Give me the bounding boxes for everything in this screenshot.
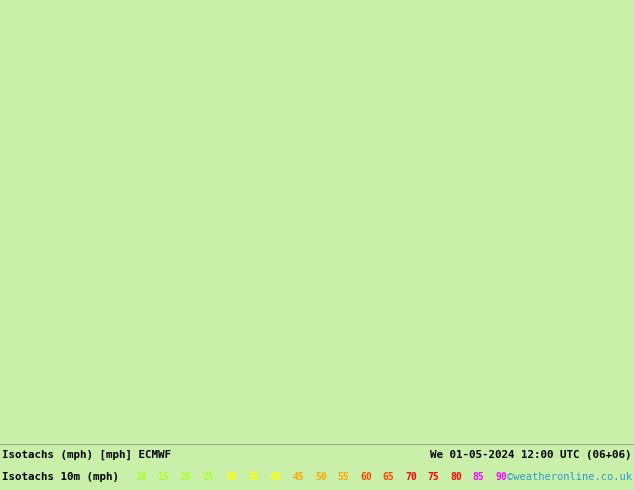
Text: Isotachs 10m (mph): Isotachs 10m (mph)	[2, 472, 119, 482]
Text: 15: 15	[157, 472, 169, 482]
Text: 25: 25	[202, 472, 214, 482]
Text: 75: 75	[427, 472, 439, 482]
Text: 65: 65	[382, 472, 394, 482]
Text: We 01-05-2024 12:00 UTC (06+06): We 01-05-2024 12:00 UTC (06+06)	[430, 450, 632, 460]
Text: ©weatheronline.co.uk: ©weatheronline.co.uk	[507, 472, 632, 482]
Text: 55: 55	[337, 472, 349, 482]
Text: Isotachs (mph) [mph] ECMWF: Isotachs (mph) [mph] ECMWF	[2, 450, 171, 460]
Text: 80: 80	[450, 472, 462, 482]
Text: 35: 35	[247, 472, 259, 482]
Text: 20: 20	[180, 472, 191, 482]
Text: 60: 60	[360, 472, 372, 482]
Text: 50: 50	[315, 472, 327, 482]
Text: 70: 70	[405, 472, 417, 482]
Text: 10: 10	[135, 472, 146, 482]
Text: 45: 45	[292, 472, 304, 482]
Text: 40: 40	[270, 472, 281, 482]
Text: 30: 30	[225, 472, 236, 482]
Text: 85: 85	[472, 472, 484, 482]
Text: 90: 90	[495, 472, 507, 482]
